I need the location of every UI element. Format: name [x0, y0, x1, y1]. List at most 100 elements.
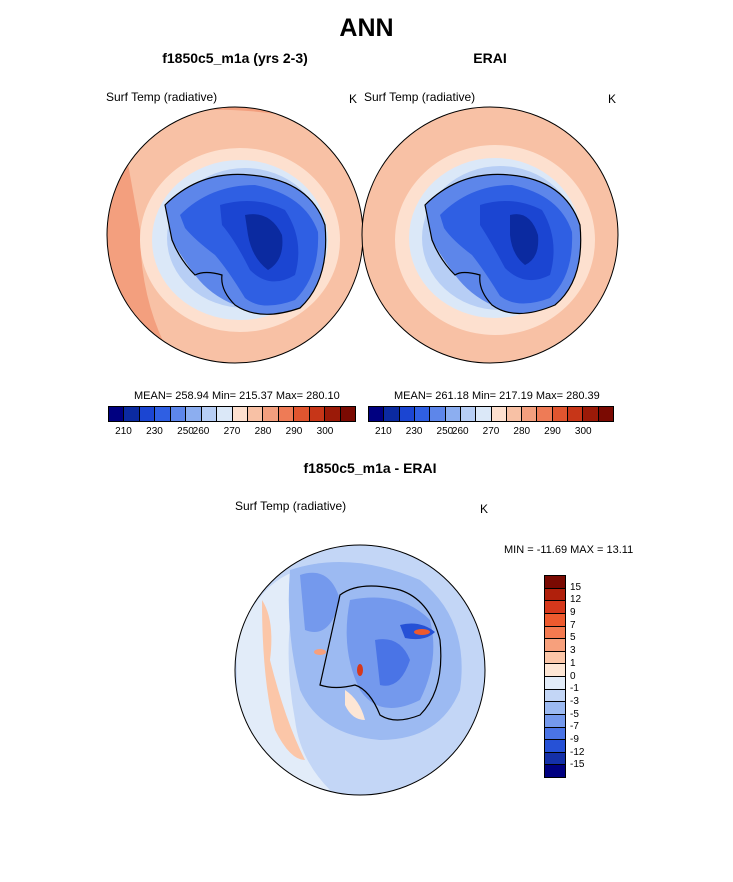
colorbar-tick-label: 260 [451, 426, 469, 437]
colorbar-box [445, 407, 461, 421]
diff-colorbar-tick-label: 15 [570, 581, 582, 593]
colorbar-tick-label: 230 [405, 426, 423, 437]
colorbar-box [109, 407, 125, 421]
diff-colorbar-tick-label: -1 [570, 683, 579, 695]
panel1-title: f1850c5_m1a (yrs 2-3) [162, 50, 308, 66]
colorbar-tick-label: 210 [375, 426, 392, 437]
panel1-units: K [349, 92, 358, 106]
colorbar-box [369, 407, 385, 421]
colorbar-box [598, 407, 613, 421]
panel1-field-label: Surf Temp (radiative) [106, 90, 218, 104]
colorbar-box [170, 407, 187, 421]
diff-colorbar-tick-label: 12 [570, 594, 582, 606]
colorbar-tick-label: 260 [192, 426, 210, 437]
colorbar-box [399, 407, 415, 421]
diff-colorbar-box [545, 689, 565, 703]
diff-colorbar-tick-label: 3 [570, 645, 576, 657]
diff-colorbar-ticks: 15 12 9 7 5 3 1 0 -1 -3 -5 -7 -9 -12 -15 [570, 575, 610, 778]
figure-title: ANN [339, 14, 394, 42]
diff-panel-minmax: MIN = -11.69 MAX = 13.11 [504, 544, 634, 556]
colorbar-box [247, 407, 264, 421]
colorbar-tick-label: 210 [115, 426, 132, 437]
diff-colorbar-box [545, 702, 565, 715]
panel2-title: ERAI [473, 50, 507, 66]
diff-colorbar-tick-label: -9 [570, 733, 579, 745]
diff-colorbar-tick-label: -12 [570, 746, 585, 758]
diff-colorbar-tick-label: -3 [570, 695, 579, 707]
diff-colorbar-box [545, 576, 565, 589]
diff-colorbar-tick-label: 5 [570, 632, 576, 644]
colorbar-box [278, 407, 295, 421]
colorbar-box [522, 407, 538, 421]
colorbar-box [309, 407, 326, 421]
colorbar-tick-label: 250 [177, 426, 194, 437]
panel2-colorbar-ticks: 210 230 250 260 270 280 290 300 [368, 426, 614, 440]
colorbar-box [430, 407, 446, 421]
diff-colorbar-box [545, 664, 565, 677]
colorbar-box [568, 407, 584, 421]
panel2-stats: MEAN= 261.18 Min= 217.19 Max= 280.39 [394, 390, 600, 402]
colorbar-tick-label: 280 [513, 426, 531, 437]
colorbar-box [232, 407, 248, 421]
colorbar-box [186, 407, 202, 421]
panel1-colorbar-ticks: 210 230 250 260 270 280 290 300 [108, 426, 356, 440]
colorbar-tick-label: 290 [285, 426, 303, 437]
colorbar-tick-label: 300 [574, 426, 592, 437]
diff-colorbar-tick-label: 0 [570, 670, 576, 682]
diff-colorbar-tick-label: -5 [570, 708, 579, 720]
colorbar-box [217, 407, 233, 421]
colorbar-box [340, 407, 355, 421]
colorbar-box [552, 407, 569, 421]
diff-colorbar-box [545, 651, 565, 665]
colorbar-box [506, 407, 523, 421]
diff-panel-field-label: Surf Temp (radiative) [235, 499, 347, 513]
colorbar-tick-label: 270 [223, 426, 241, 437]
colorbar-box [155, 407, 171, 421]
diff-colorbar-tick-label: 9 [570, 607, 576, 619]
colorbar-box [460, 407, 477, 421]
diff-colorbar [544, 575, 566, 778]
colorbar-tick-label: 280 [254, 426, 272, 437]
diff-colorbar-box [545, 639, 565, 652]
colorbar-box [325, 407, 341, 421]
panel2-units: K [608, 92, 617, 106]
colorbar-box [263, 407, 279, 421]
diff-colorbar-tick-label: 1 [570, 657, 576, 669]
diff-colorbar-box [545, 740, 565, 753]
diff-colorbar-tick-label: -7 [570, 721, 579, 733]
colorbar-tick-label: 250 [436, 426, 454, 437]
diff-colorbar-box [545, 677, 565, 690]
panel1-colorbar [108, 406, 356, 422]
diff-colorbar-tick-label: -15 [570, 759, 585, 771]
colorbar-box [201, 407, 218, 421]
diff-colorbar-box [545, 613, 565, 627]
colorbar-tick-label: 270 [482, 426, 500, 437]
colorbar-box [583, 407, 599, 421]
colorbar-tick-label: 290 [544, 426, 561, 437]
panel2-colorbar [368, 406, 614, 422]
diff-panel-units: K [480, 502, 489, 516]
diff-panel-title: f1850c5_m1a - ERAI [303, 460, 437, 476]
diff-colorbar-box [545, 752, 565, 766]
colorbar-box [139, 407, 156, 421]
colorbar-box [124, 407, 140, 421]
panel1-stats: MEAN= 258.94 Min= 215.37 Max= 280.10 [134, 390, 340, 402]
diff-colorbar-box [545, 626, 565, 640]
diff-colorbar-box [545, 588, 565, 602]
colorbar-box [537, 407, 553, 421]
colorbar-box [294, 407, 310, 421]
colorbar-tick-label: 230 [146, 426, 163, 437]
diff-colorbar-box [545, 765, 565, 777]
colorbar-box [384, 407, 400, 421]
panel2-field-label: Surf Temp (radiative) [364, 90, 476, 104]
diff-colorbar-box [545, 601, 565, 614]
colorbar-tick-label: 300 [316, 426, 334, 437]
diff-colorbar-box [545, 714, 565, 728]
diff-colorbar-tick-label: 7 [570, 619, 576, 631]
colorbar-box [491, 407, 507, 421]
diff-colorbar-box [545, 727, 565, 741]
colorbar-box [476, 407, 492, 421]
